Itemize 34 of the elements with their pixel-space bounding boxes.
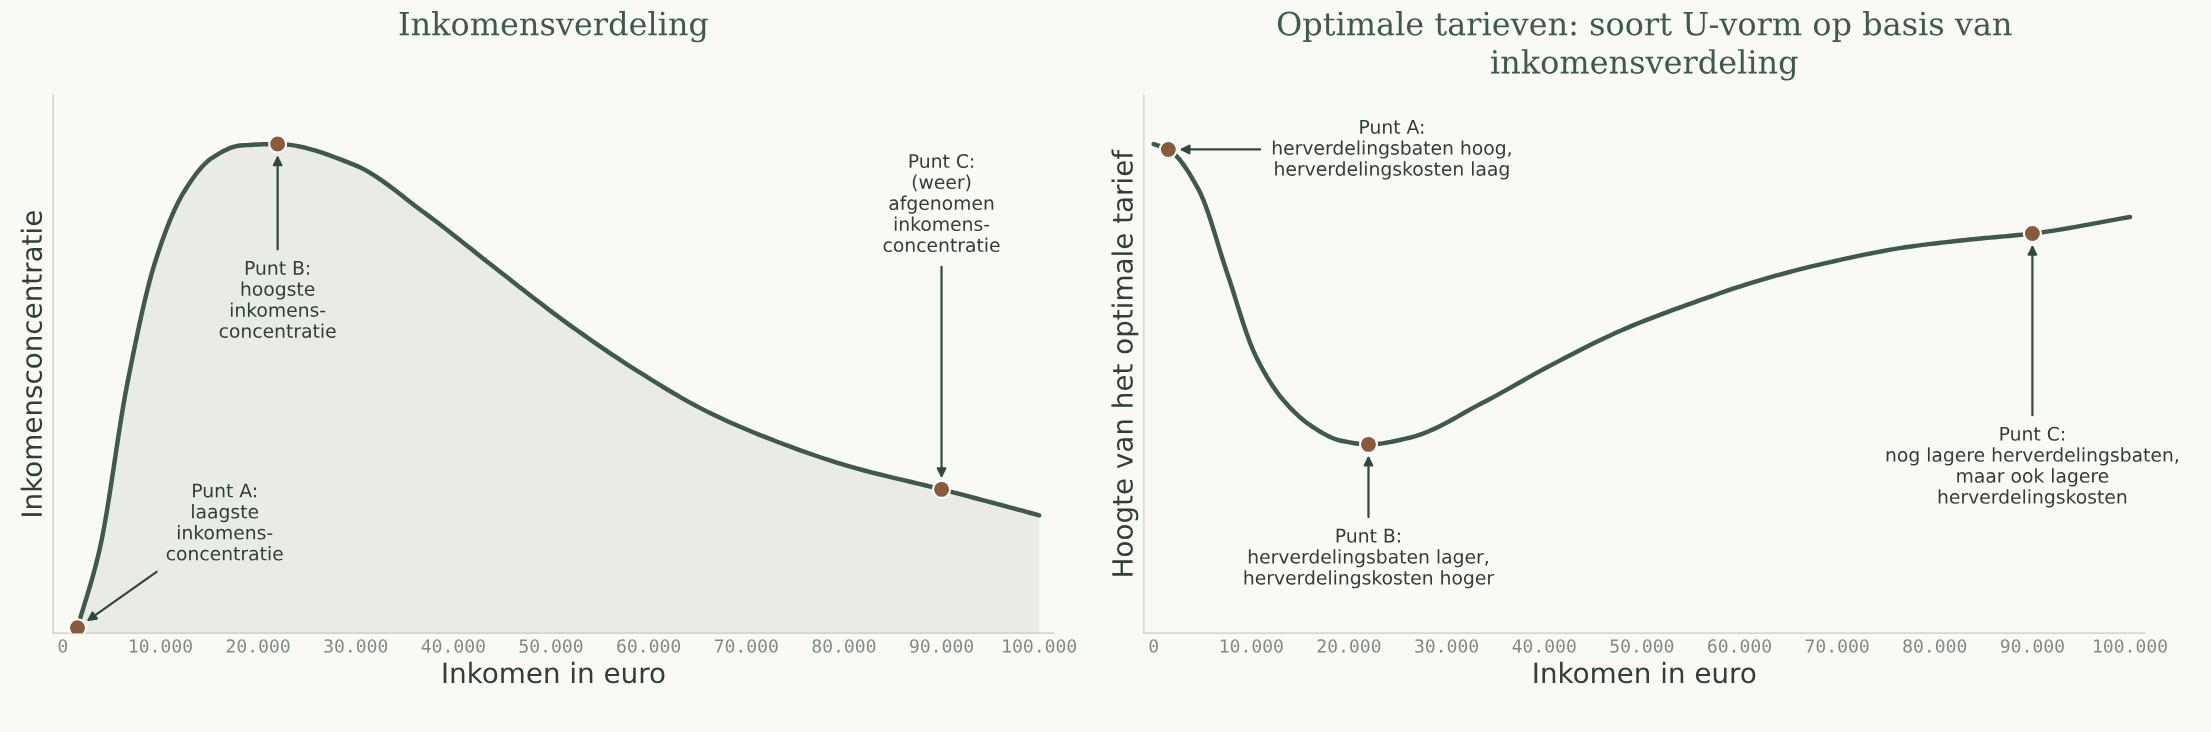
y-axis-title: Hoogte van het optimale tarief [1111,149,1139,576]
x-tick-label: 40.000 [1512,639,1576,653]
annotation: Punt A: laagste inkomens- concentratie [166,483,283,561]
x-tick-label: 70.000 [714,639,778,653]
chart-title: Inkomensverdeling [399,10,708,43]
annotation: Punt C: (weer) afgenomen inkomens- concentratie [883,153,1000,253]
x-tick-label: 90.000 [2000,639,2064,653]
x-tick-label: 80.000 [1903,639,1967,653]
x-tick-label: 40.000 [421,639,485,653]
chart-title: Optimale tarieven: soort U-vorm op basis van inkomensverdeling [1277,10,2012,81]
annotation: Punt C: nog lagere herverdelingsbaten, maar ook lagere herverdelingskosten [1886,426,2178,508]
x-tick-label: 100.000 [2094,639,2167,653]
x-tick-label: 60.000 [617,639,681,653]
x-tick-label: 30.000 [1415,639,1479,653]
y-axis-title: Inkomensconcentratie [20,211,43,516]
x-tick-label: 20.000 [226,639,290,653]
x-axis-title: Inkomen in euro [1534,661,1756,684]
x-tick-label: 80.000 [812,639,876,653]
x-tick-label: 90.000 [910,639,973,653]
x-tick-label: 70.000 [1805,639,1869,653]
annotation: Punt A: herverdelingsbaten hoog, herverdelingskosten laag [1272,119,1511,180]
x-tick-label: 20.000 [1317,639,1381,653]
x-tick-label: 60.000 [1708,639,1771,653]
x-tick-label: 0 [1149,639,1158,653]
x-tick-label: 100.000 [1003,639,1077,653]
x-tick-label: 50.000 [519,639,583,653]
x-tick-label: 10.000 [130,639,192,653]
annotation: Punt B: hoogste inkomens- concentratie [219,261,336,338]
x-tick-label: 10.000 [1220,639,1283,653]
x-axis-title: Inkomen in euro [443,661,665,684]
x-tick-label: 50.000 [1610,639,1674,653]
x-tick-label: 30.000 [324,639,388,653]
annotation: Punt B: herverdelingsbaten lager, herverdelingskosten hoger [1244,528,1495,589]
x-tick-label: 0 [58,639,68,653]
